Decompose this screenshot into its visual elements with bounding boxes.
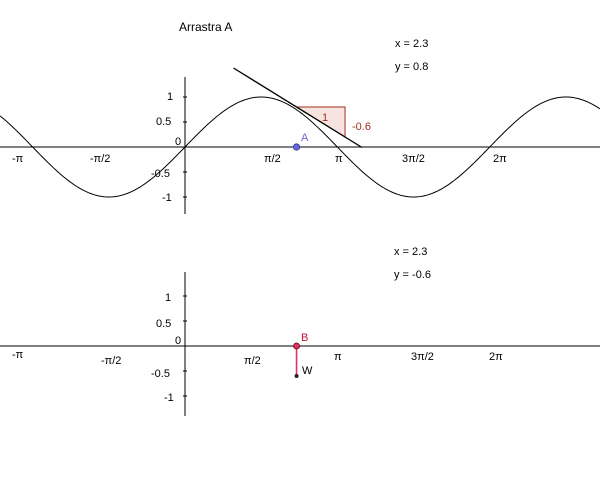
bottom-x-readout: x = 2.3 bbox=[394, 246, 427, 258]
point-b[interactable] bbox=[293, 342, 300, 350]
bottom-x-tick-neg-half-pi: -π/2 bbox=[101, 355, 121, 367]
top-y-readout: y = 0.8 bbox=[395, 61, 428, 73]
tangent-line bbox=[233, 67, 363, 149]
bottom-y-readout: y = -0.6 bbox=[394, 269, 431, 281]
top-x-tick-pi: π bbox=[335, 153, 343, 165]
top-x-readout: x = 2.3 bbox=[395, 38, 428, 50]
sine-curve bbox=[0, 96, 600, 198]
slope-run-label: 1 bbox=[322, 112, 328, 124]
bottom-y-tick-0-5: 0.5 bbox=[156, 318, 171, 330]
instruction-text: Arrastra A bbox=[179, 20, 232, 34]
point-w-label: W bbox=[302, 365, 313, 377]
bottom-x-tick-pi: π bbox=[334, 351, 342, 363]
bottom-graph: -π -π/2 π/2 π 3π/2 2π 1 0.5 0 -0.5 -1 B … bbox=[0, 246, 600, 416]
top-x-tick-half-pi: π/2 bbox=[264, 153, 281, 165]
point-a-label: A bbox=[301, 132, 309, 144]
top-y-tick-0: 0 bbox=[175, 136, 181, 148]
bottom-x-tick-three-half-pi: 3π/2 bbox=[411, 351, 434, 363]
point-a[interactable] bbox=[292, 143, 301, 151]
top-x-tick-three-half-pi: 3π/2 bbox=[402, 153, 425, 165]
bottom-x-tick-half-pi: π/2 bbox=[244, 355, 261, 367]
point-b-label: B bbox=[301, 332, 308, 344]
top-x-tick-two-pi: 2π bbox=[493, 153, 507, 165]
top-x-tick-neg-half-pi: -π/2 bbox=[90, 153, 110, 165]
bottom-y-tick-0: 0 bbox=[175, 335, 181, 347]
top-x-tick-neg-pi: -π bbox=[12, 153, 24, 165]
bottom-x-tick-neg-pi: -π bbox=[12, 349, 24, 361]
point-w bbox=[294, 374, 299, 378]
bottom-y-tick-1: 1 bbox=[165, 292, 171, 304]
bottom-y-tick-neg-0-5: -0.5 bbox=[151, 368, 170, 380]
top-y-tick-neg-1: -1 bbox=[162, 192, 172, 204]
slope-rise-label: -0.6 bbox=[352, 121, 371, 133]
top-y-tick-0-5: 0.5 bbox=[156, 116, 171, 128]
bottom-y-tick-neg-1: -1 bbox=[164, 392, 174, 404]
top-y-tick-1: 1 bbox=[167, 91, 173, 103]
top-graph: -π -π/2 π/2 π 3π/2 2π 1 0.5 0 -0.5 -1 1 … bbox=[0, 38, 600, 214]
top-y-tick-neg-0-5: -0.5 bbox=[151, 168, 170, 180]
bottom-x-tick-two-pi: 2π bbox=[489, 351, 503, 363]
